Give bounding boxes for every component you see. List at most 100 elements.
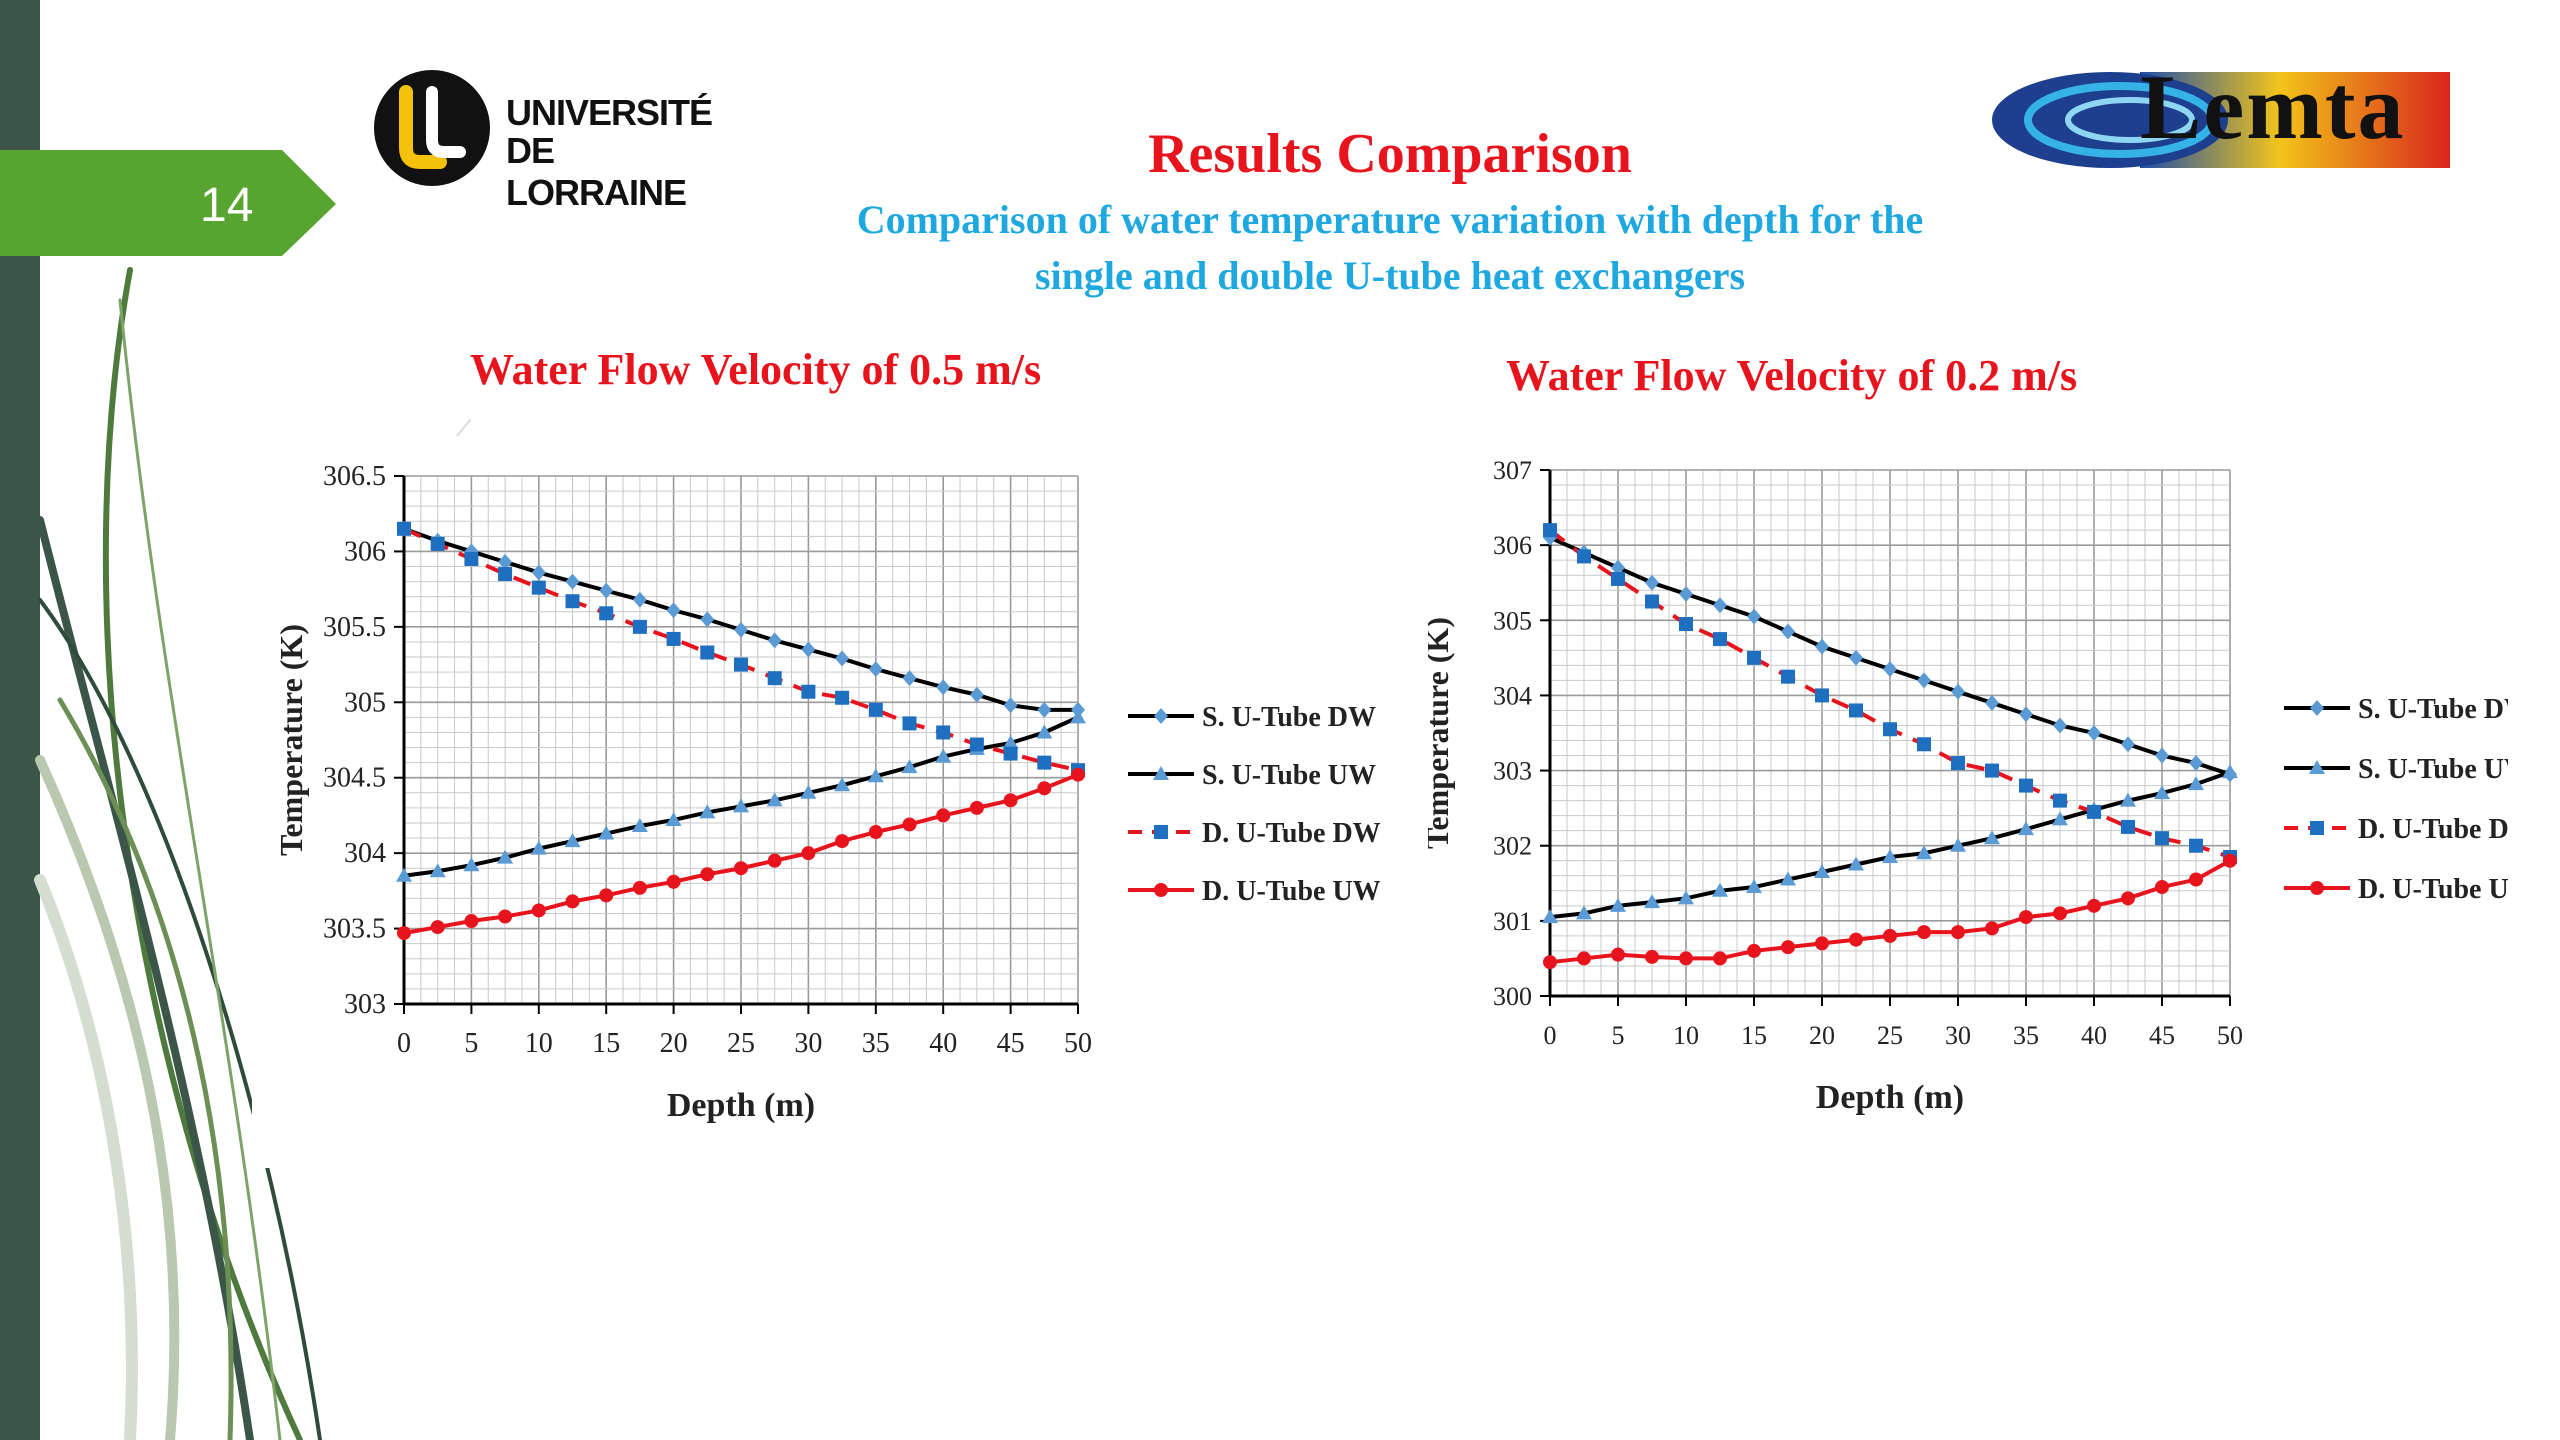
data-point xyxy=(631,817,648,832)
data-point xyxy=(498,909,513,924)
lorraine-emblem-icon xyxy=(374,70,490,186)
data-point xyxy=(801,641,816,658)
data-point xyxy=(1645,594,1659,609)
data-point xyxy=(1542,909,1558,924)
legend-label: S. U-Tube UW xyxy=(2358,754,2508,785)
data-point xyxy=(1037,781,1052,796)
data-point xyxy=(2019,910,2033,925)
data-point xyxy=(2052,811,2068,826)
lemta-logo: Lemta xyxy=(1990,56,2460,174)
data-point xyxy=(1849,703,1863,718)
data-point xyxy=(835,690,850,705)
data-point xyxy=(599,888,614,903)
data-point xyxy=(531,564,546,581)
data-point xyxy=(2121,891,2135,906)
legend-marker xyxy=(1153,766,1169,780)
data-point xyxy=(1713,632,1727,647)
data-point xyxy=(1610,897,1626,912)
x-tick-label: 45 xyxy=(997,1028,1025,1059)
data-point xyxy=(700,611,715,628)
data-point xyxy=(700,867,715,882)
y-tick-label: 304.5 xyxy=(323,763,386,794)
data-point xyxy=(565,573,580,590)
data-point xyxy=(397,521,411,536)
legend-entry: D. U-Tube DW xyxy=(1128,818,1381,849)
x-tick-label: 10 xyxy=(1673,1021,1699,1050)
chart-right-title: Water Flow Velocity of 0.2 m/s xyxy=(1506,351,2078,400)
data-point xyxy=(969,686,984,703)
data-point xyxy=(1950,837,1966,852)
data-point xyxy=(1815,936,1829,951)
x-tick-label: 25 xyxy=(1877,1021,1903,1050)
data-point xyxy=(835,834,850,849)
data-point xyxy=(700,645,715,660)
data-point xyxy=(734,861,748,876)
data-point xyxy=(766,792,783,807)
data-point xyxy=(1985,921,1999,936)
data-point xyxy=(801,846,816,861)
lemta-logo-text: Lemta xyxy=(2140,56,2406,158)
x-tick-label: 0 xyxy=(397,1028,411,1059)
data-point xyxy=(1679,951,1693,966)
data-point xyxy=(564,833,581,848)
data-point xyxy=(2053,906,2067,921)
data-point xyxy=(2121,736,2135,753)
data-point xyxy=(464,543,479,560)
data-point xyxy=(734,657,748,672)
data-point xyxy=(2087,804,2101,819)
data-point xyxy=(868,661,883,678)
chart-right-panel: 0 5 10 15 20 25 30 35 40 45 50 300 301 302 303 304 305 30… xyxy=(1419,432,2537,1166)
data-point xyxy=(1070,709,1086,724)
data-point xyxy=(396,867,412,882)
data-point xyxy=(1712,882,1728,897)
x-tick-label: 35 xyxy=(2013,1021,2039,1050)
lorraine-logo-line2: DE LORRAINE xyxy=(506,130,687,213)
data-point xyxy=(464,914,479,929)
x-tick-label: 35 xyxy=(862,1028,890,1059)
x-tick-label: 20 xyxy=(1809,1021,1835,1050)
x-tick-label: 5 xyxy=(1612,1021,1625,1050)
data-point xyxy=(969,737,984,752)
y-tick-label: 301 xyxy=(1493,907,1532,936)
legend-entry: S. U-Tube DW xyxy=(1128,702,1376,733)
data-point xyxy=(1713,597,1727,614)
data-point xyxy=(1577,951,1591,966)
data-point xyxy=(429,863,446,878)
data-point xyxy=(901,759,918,774)
data-point xyxy=(1917,672,1931,689)
data-point xyxy=(1985,763,1999,778)
lorraine-logo-line1: UNIVERSITÉ xyxy=(506,92,713,133)
data-point xyxy=(902,817,917,832)
data-point xyxy=(1543,955,1557,970)
data-point xyxy=(1611,571,1625,586)
legend-marker xyxy=(2309,760,2325,774)
y-tick-label: 303.5 xyxy=(323,914,386,945)
data-point xyxy=(598,825,615,840)
legend-marker xyxy=(2310,821,2324,835)
data-point xyxy=(2121,819,2135,834)
data-point xyxy=(936,808,951,823)
leaf-curves xyxy=(34,267,471,1440)
data-point xyxy=(935,748,952,763)
data-point xyxy=(1917,737,1931,752)
data-point xyxy=(1003,746,1018,761)
data-point xyxy=(666,602,681,619)
data-point xyxy=(2155,880,2169,895)
data-point xyxy=(1678,890,1694,905)
series-s-u-tube-dw xyxy=(1543,529,2237,783)
data-point xyxy=(531,580,546,595)
data-point xyxy=(835,650,850,667)
data-point xyxy=(1543,523,1557,538)
series-d-u-tube-uw xyxy=(1543,853,2237,970)
x-tick-label: 15 xyxy=(1741,1021,1767,1050)
x-tick-label: 15 xyxy=(592,1028,620,1059)
data-point xyxy=(1815,638,1829,655)
x-tick-label: 40 xyxy=(2081,1021,2107,1050)
data-point xyxy=(1611,559,1625,576)
data-point xyxy=(733,798,749,813)
data-point xyxy=(1848,856,1864,871)
data-point xyxy=(936,725,951,740)
data-point xyxy=(1849,932,1863,947)
data-point xyxy=(936,679,951,696)
data-point xyxy=(1951,683,1965,700)
